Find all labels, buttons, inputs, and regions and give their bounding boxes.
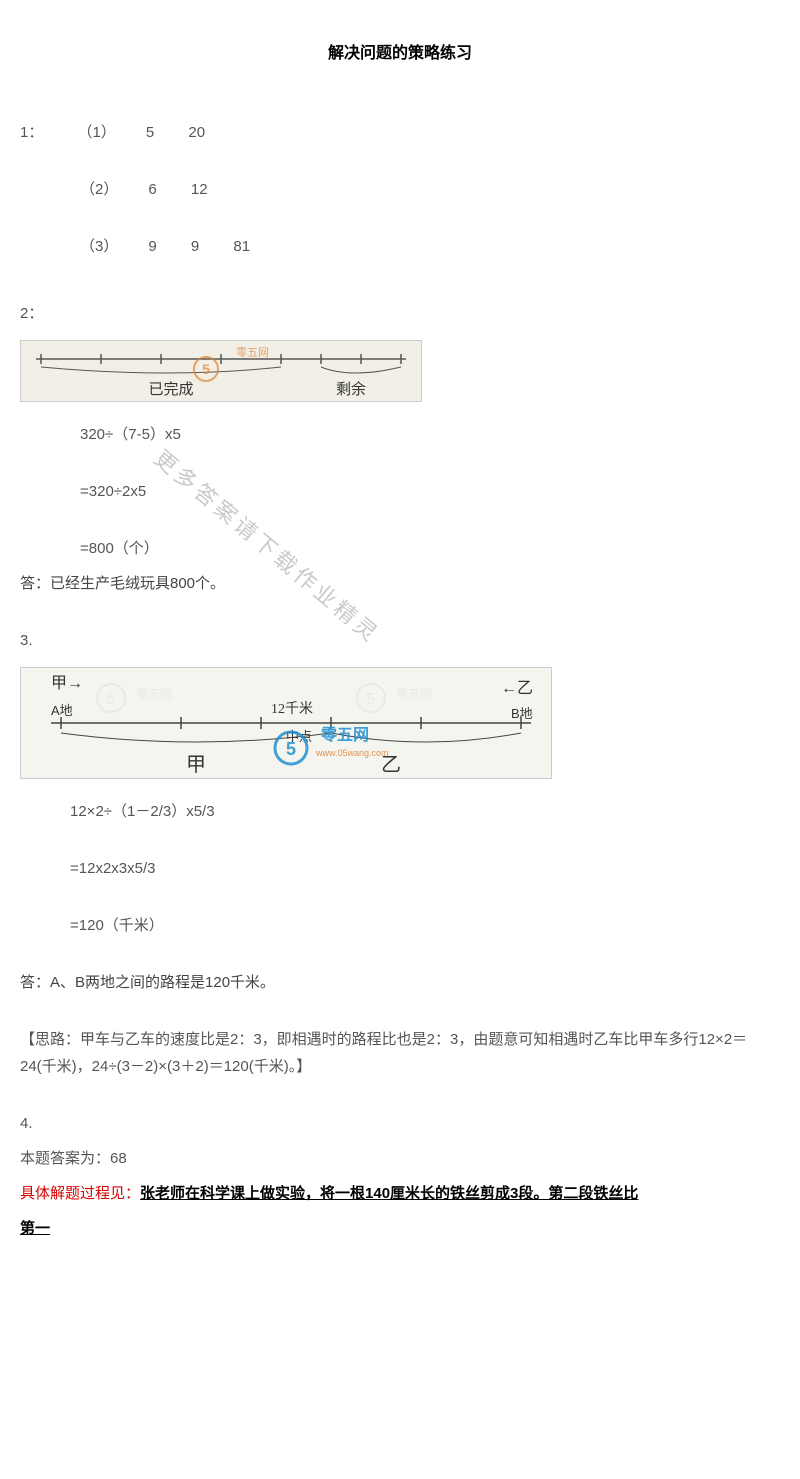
q2-diagram: 已完成 剩余 5 零五网 (20, 340, 422, 402)
q3-diagram-svg: 5零五网5零五网甲→←乙A地B地12千米中点甲乙5零五网www.05wang.c… (21, 668, 551, 778)
q2-step2: =320÷2x5 (20, 478, 780, 505)
q3-label: 3. (20, 627, 780, 654)
q4-link-cont: 第一 (20, 1215, 780, 1242)
q1-row3-label: （3） (80, 238, 118, 255)
svg-text:零五网: 零五网 (236, 346, 269, 359)
q2-step1: 320÷（7-5）x5 (20, 421, 780, 448)
q3-step3: =120（千米） (20, 912, 780, 939)
q4-red-text: 具体解题过程见： (20, 1185, 140, 1202)
q3-step2: =12x2x3x5/3 (20, 855, 780, 882)
svg-text:甲: 甲 (186, 754, 206, 776)
svg-text:已完成: 已完成 (148, 381, 193, 398)
q1-row3: （3） 9 9 81 (20, 233, 780, 260)
q3-diagram: 5零五网5零五网甲→←乙A地B地12千米中点甲乙5零五网www.05wang.c… (20, 667, 552, 779)
q1-row2-label: （2） (80, 181, 118, 198)
svg-text:5: 5 (107, 691, 116, 708)
q4-link-2[interactable]: 第一 (20, 1220, 50, 1237)
q4-link[interactable]: 张老师在科学课上做实验，将一根140厘米长的铁丝剪成3段。第二段铁丝比 (140, 1185, 638, 1202)
q1-row2-b: 12 (191, 181, 208, 198)
q1-row2: （2） 6 12 (20, 176, 780, 203)
svg-text:零五网: 零五网 (396, 687, 432, 701)
q4-label: 4. (20, 1110, 780, 1137)
q3-step1: 12×2÷（1－2/3）x5/3 (20, 798, 780, 825)
svg-text:A地: A地 (51, 703, 73, 718)
svg-text:12千米: 12千米 (271, 701, 313, 717)
q1-row3-b: 9 (191, 238, 199, 255)
q4-detail: 具体解题过程见：张老师在科学课上做实验，将一根140厘米长的铁丝剪成3段。第二段… (20, 1180, 780, 1207)
svg-text:剩余: 剩余 (336, 380, 366, 398)
page-title: 解决问题的策略练习 (20, 40, 780, 69)
q1-row2-a: 6 (148, 181, 156, 198)
q2-answer: 答：已经生产毛绒玩具800个。 (20, 570, 780, 597)
q1-row3-c: 81 (233, 238, 250, 255)
q1-label: 1： (20, 124, 43, 141)
q2-diagram-svg: 已完成 剩余 5 零五网 (21, 341, 421, 401)
svg-text:5: 5 (286, 739, 296, 759)
svg-text:零五网: 零五网 (136, 687, 172, 701)
q2-step3: =800（个） (20, 535, 780, 562)
q2-label: 2： (20, 300, 780, 327)
q1-row1-label: （1） (78, 124, 116, 141)
q4-line1: 本题答案为：68 (20, 1145, 780, 1172)
q1-row3-a: 9 (148, 238, 156, 255)
q3-thought: 【思路：甲车与乙车的速度比是2：3，即相遇时的路程比也是2：3，由题意可知相遇时… (20, 1026, 780, 1080)
svg-text:←乙: ←乙 (501, 680, 533, 697)
svg-text:零五网: 零五网 (320, 726, 369, 744)
svg-text:甲→: 甲→ (51, 675, 83, 692)
svg-text:B地: B地 (511, 706, 533, 721)
svg-text:5: 5 (202, 361, 210, 377)
q3-answer: 答：A、B两地之间的路程是120千米。 (20, 969, 780, 996)
svg-text:5: 5 (367, 691, 376, 708)
svg-text:www.05wang.com: www.05wang.com (315, 748, 389, 758)
q1-row1-b: 20 (188, 124, 205, 141)
q1-row1-a: 5 (146, 124, 154, 141)
q1-row1: 1： （1） 5 20 (20, 119, 780, 146)
